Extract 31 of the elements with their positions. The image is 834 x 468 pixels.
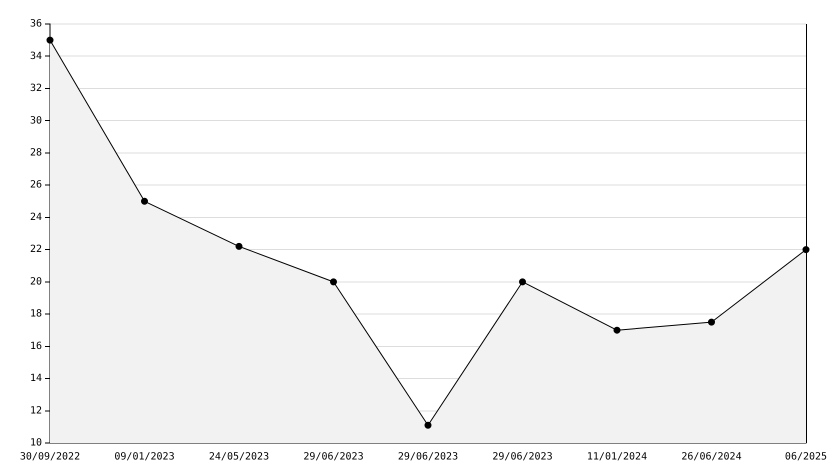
y-tick-label: 30 <box>30 115 42 126</box>
y-tick-label: 32 <box>30 83 42 94</box>
x-tick-label: 09/01/2023 <box>114 452 175 463</box>
x-tick-label: 26/06/2024 <box>681 452 742 463</box>
x-tick-label: 29/06/2023 <box>398 452 458 463</box>
y-tick-label: 34 <box>30 50 42 62</box>
x-tick-label: 29/06/2023 <box>492 452 553 463</box>
y-tick-label: 36 <box>30 18 42 30</box>
point <box>614 326 620 334</box>
y-tick-label: 10 <box>30 438 42 449</box>
y-tick-label: 12 <box>30 405 42 416</box>
point <box>708 318 715 326</box>
point <box>141 198 148 205</box>
y-tick-label: 24 <box>30 212 42 223</box>
y-tick-label: 28 <box>30 148 42 159</box>
point <box>424 422 432 429</box>
point <box>236 242 242 250</box>
x-tick-label: 29/06/2023 <box>303 452 364 463</box>
x-tick-label: 30/09/2022 <box>20 452 80 463</box>
point <box>46 36 54 44</box>
x-tick-label: 24/05/2023 <box>208 452 270 463</box>
point <box>519 278 526 286</box>
y-tick-label: 20 <box>30 276 42 288</box>
y-tick-label: 26 <box>30 180 42 191</box>
y-tick-label: 22 <box>30 244 42 256</box>
point <box>330 278 337 286</box>
x-tick-label: 11/01/2024 <box>586 452 648 463</box>
y-tick-label: 16 <box>30 340 42 352</box>
y-tick-label: 14 <box>30 373 42 384</box>
y-tick-label: 18 <box>30 308 42 320</box>
x-tick-label: 06/2025 <box>784 452 828 463</box>
